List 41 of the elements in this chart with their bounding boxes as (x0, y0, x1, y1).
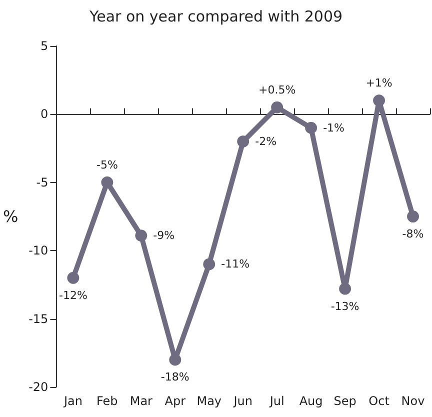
point (271, 101, 284, 114)
point (407, 210, 420, 222)
x-tick-label: Jan (62, 394, 82, 408)
data-label: -1% (323, 121, 344, 134)
data-label: +0.5% (258, 83, 296, 96)
data-label: -11% (221, 258, 250, 271)
y-axis-title: % (3, 207, 18, 226)
point (67, 272, 80, 284)
x-tick-label: Feb (96, 394, 118, 408)
point (135, 230, 148, 242)
y-tick-label: -20 (28, 380, 48, 394)
x-tick-label: Mar (130, 394, 153, 408)
point (305, 122, 318, 134)
x-tick-label: May (196, 394, 222, 408)
point (101, 176, 114, 188)
x-tick-label: Nov (401, 394, 425, 408)
data-label: +1% (366, 76, 392, 90)
data-label: -9% (153, 229, 175, 242)
point (203, 258, 216, 270)
data-label: -5% (96, 158, 118, 172)
data-label: -13% (330, 300, 360, 313)
y-tick-label: 0 (40, 107, 48, 122)
y-tick-label: 5 (40, 39, 48, 53)
y-tick-label: -5 (36, 175, 48, 190)
point (237, 135, 250, 148)
data-label: -8% (402, 228, 424, 240)
data-label: -12% (58, 288, 88, 302)
point (169, 354, 182, 366)
chart-title: Year on year compared with 2009 (88, 8, 343, 26)
x-tick-label: Apr (164, 394, 186, 408)
x-tick-label: Sep (334, 394, 356, 408)
data-label: -18% (160, 370, 190, 384)
x-tick-label: Jul (268, 394, 284, 408)
x-tick-label: Oct (368, 394, 390, 408)
point (373, 94, 386, 107)
y-tick-label: -10 (28, 244, 48, 258)
point (339, 282, 352, 295)
y-tick-label: -15 (28, 312, 48, 326)
x-tick-label: Aug (299, 394, 323, 408)
data-label: -2% (255, 134, 277, 148)
x-tick-label: Jun (232, 394, 252, 408)
